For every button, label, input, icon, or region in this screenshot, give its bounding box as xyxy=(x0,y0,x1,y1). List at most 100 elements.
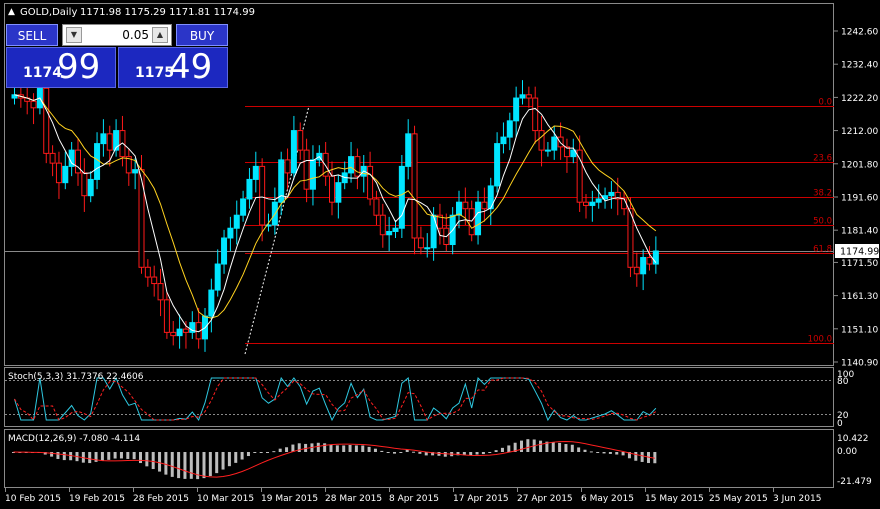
candlesticks xyxy=(11,73,659,352)
price-tick-label: 1140.90 xyxy=(841,359,878,369)
candle-body xyxy=(519,94,526,99)
sell-button[interactable]: SELL xyxy=(6,24,58,46)
macd-bar xyxy=(266,452,269,453)
macd-bar xyxy=(132,452,136,460)
current-price-tag xyxy=(835,244,879,258)
macd-axis-zero: 0.00 xyxy=(837,447,857,457)
symbol-label: GOLD,Daily xyxy=(20,7,77,18)
candle-body xyxy=(309,159,316,190)
macd-bar xyxy=(627,452,631,459)
date-tick-label: 17 Apr 2015 xyxy=(453,494,509,504)
macd-bar xyxy=(412,451,416,453)
lot-size-input[interactable] xyxy=(85,26,149,44)
macd-bar xyxy=(221,452,225,470)
macd-bar xyxy=(443,452,447,457)
macd-bar xyxy=(361,445,365,452)
macd-bar xyxy=(177,452,181,479)
candle-body xyxy=(627,208,634,268)
macd-axis-bottom: -21.479 xyxy=(837,477,872,487)
macd-bar xyxy=(608,452,612,454)
candle-body xyxy=(151,276,158,285)
macd-histogram xyxy=(12,439,657,480)
candle-body xyxy=(189,322,196,333)
candle-body xyxy=(379,214,386,236)
candle-body xyxy=(405,133,412,167)
candle-body xyxy=(487,185,494,210)
date-axis: 10 Feb 2015 19 Feb 2015 28 Feb 2015 10 Mar … xyxy=(5,488,821,504)
buy-button[interactable]: BUY xyxy=(176,24,228,46)
candle-body xyxy=(290,130,297,174)
stoch-axis-80: 80 xyxy=(837,377,849,387)
macd-bar xyxy=(285,447,289,452)
macd-bar xyxy=(583,449,587,452)
candle-body xyxy=(640,257,647,275)
macd-bar xyxy=(272,451,276,453)
candle-body xyxy=(265,224,272,227)
candle-body xyxy=(322,152,329,177)
date-tick-label: 27 Apr 2015 xyxy=(517,494,573,504)
stoch-panel-frame xyxy=(4,367,834,427)
macd-bar xyxy=(227,452,231,467)
macd-bar xyxy=(589,451,593,453)
macd-bar xyxy=(335,445,339,452)
buy-price-button[interactable]: 1175 49 xyxy=(118,47,228,88)
candle-body xyxy=(348,156,355,174)
date-tick-label: 3 Jun 2015 xyxy=(773,494,821,504)
macd-bar xyxy=(291,444,295,452)
candle-body xyxy=(595,198,602,203)
candle-body xyxy=(163,299,170,333)
date-tick-label: 19 Mar 2015 xyxy=(261,494,318,504)
macd-bar xyxy=(43,452,47,455)
macd-bar xyxy=(380,450,384,452)
price-tick-label: 1222.20 xyxy=(841,94,878,104)
candle-body xyxy=(513,97,520,122)
macd-bar xyxy=(126,452,130,459)
candle-body xyxy=(297,130,304,151)
candle-body xyxy=(182,328,189,333)
candle-body xyxy=(398,165,405,229)
collapse-arrow-icon[interactable]: ▲ xyxy=(8,7,15,17)
fib-level-label: 50.0 xyxy=(813,217,832,227)
candle-body xyxy=(227,227,234,239)
candle-body xyxy=(94,143,101,180)
stoch-main-line xyxy=(14,376,657,422)
candle-body xyxy=(144,266,151,278)
main-panel-frame xyxy=(4,3,834,366)
candle-body xyxy=(303,149,310,190)
candle-body xyxy=(278,159,285,203)
lot-increase-icon[interactable]: ▲ xyxy=(152,27,168,43)
candle-body xyxy=(456,201,462,216)
macd-bar xyxy=(164,452,168,475)
macd-bar xyxy=(545,441,549,452)
ohlc-values: 1171.98 1175.29 1171.81 1174.99 xyxy=(80,7,255,18)
candle-body xyxy=(259,165,266,226)
macd-bar xyxy=(304,443,308,452)
macd-bar xyxy=(246,452,250,457)
sell-price-button[interactable]: 1174 99 xyxy=(6,47,116,88)
candle-body xyxy=(576,149,583,203)
candle-body xyxy=(30,100,37,109)
candle-body xyxy=(481,201,488,210)
price-axis[interactable]: 1242.60 1232.40 1222.20 1212.00 1201.80 1191.… xyxy=(834,28,878,369)
fibonacci-retracement[interactable]: 0.0 23.6 38.2 50.0 61.8 100.0 xyxy=(245,98,834,345)
macd-bar xyxy=(119,452,123,459)
candle-body xyxy=(100,133,107,145)
macd-bar xyxy=(405,449,409,452)
macd-bar xyxy=(158,452,162,472)
date-tick-label: 10 Mar 2015 xyxy=(197,494,254,504)
lot-size-stepper[interactable]: ▼ ▲ xyxy=(62,24,172,46)
macd-bar xyxy=(475,452,479,455)
fib-level-label: 23.6 xyxy=(813,154,832,164)
macd-bar xyxy=(151,452,155,470)
candle-body xyxy=(49,152,56,164)
price-tick-label: 1242.60 xyxy=(841,28,878,38)
lot-decrease-icon[interactable]: ▼ xyxy=(66,27,82,43)
sell-price-prefix: 1174 xyxy=(23,65,62,81)
candle-body xyxy=(557,136,564,148)
macd-bar xyxy=(278,448,282,452)
macd-bar xyxy=(88,452,92,464)
fib-level-label: 0.0 xyxy=(818,98,832,108)
macd-bar xyxy=(386,452,390,453)
